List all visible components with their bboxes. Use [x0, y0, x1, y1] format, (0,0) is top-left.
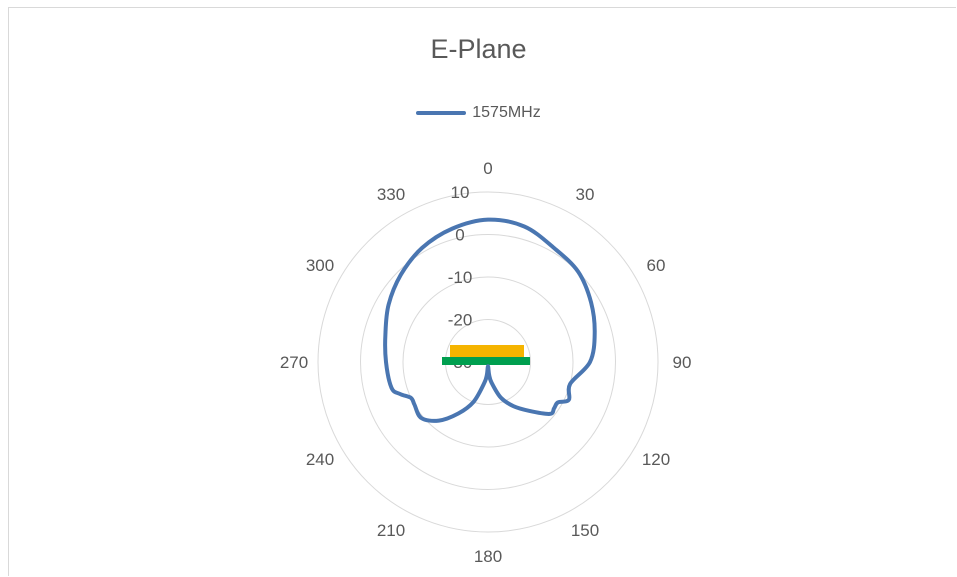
polar-grid — [317, 191, 659, 533]
radial-labels: 100-10-20-30 — [448, 183, 473, 372]
legend-label: 1575MHz — [472, 104, 541, 121]
series-layer — [383, 217, 597, 423]
angle-tick-label: 270 — [280, 353, 308, 372]
angle-tick-label: 210 — [377, 521, 405, 540]
radial-tick-label: 10 — [451, 183, 470, 202]
angle-tick-label: 0 — [483, 159, 492, 178]
radial-tick-label: -20 — [448, 311, 473, 330]
antenna-illustration — [442, 345, 530, 365]
angle-tick-label: 90 — [673, 353, 692, 372]
chart-title: E-Plane — [430, 34, 527, 64]
antenna-board — [442, 357, 530, 365]
angle-tick-label: 60 — [647, 256, 666, 275]
angle-tick-label: 330 — [377, 185, 405, 204]
grid-ring — [317, 191, 659, 533]
angle-tick-label: 240 — [306, 450, 334, 469]
angle-tick-label: 180 — [474, 547, 502, 566]
legend-swatch — [416, 111, 467, 115]
angle-tick-label: 30 — [576, 185, 595, 204]
angle-labels: 0 30 60 90 120 150 180 210 240 270 300 330 — [280, 159, 692, 566]
chart-frame — [8, 7, 956, 576]
series-line-1575mhz — [383, 217, 597, 423]
radial-tick-label: -10 — [448, 268, 473, 287]
legend: 1575MHz — [0, 104, 957, 122]
angle-tick-label: 120 — [642, 450, 670, 469]
antenna-chip — [450, 345, 524, 358]
angle-tick-label: 300 — [306, 256, 334, 275]
radial-tick-label: 0 — [455, 226, 464, 245]
angle-tick-label: 150 — [571, 521, 599, 540]
grid-ring — [402, 276, 574, 448]
grid-ring — [360, 234, 616, 490]
